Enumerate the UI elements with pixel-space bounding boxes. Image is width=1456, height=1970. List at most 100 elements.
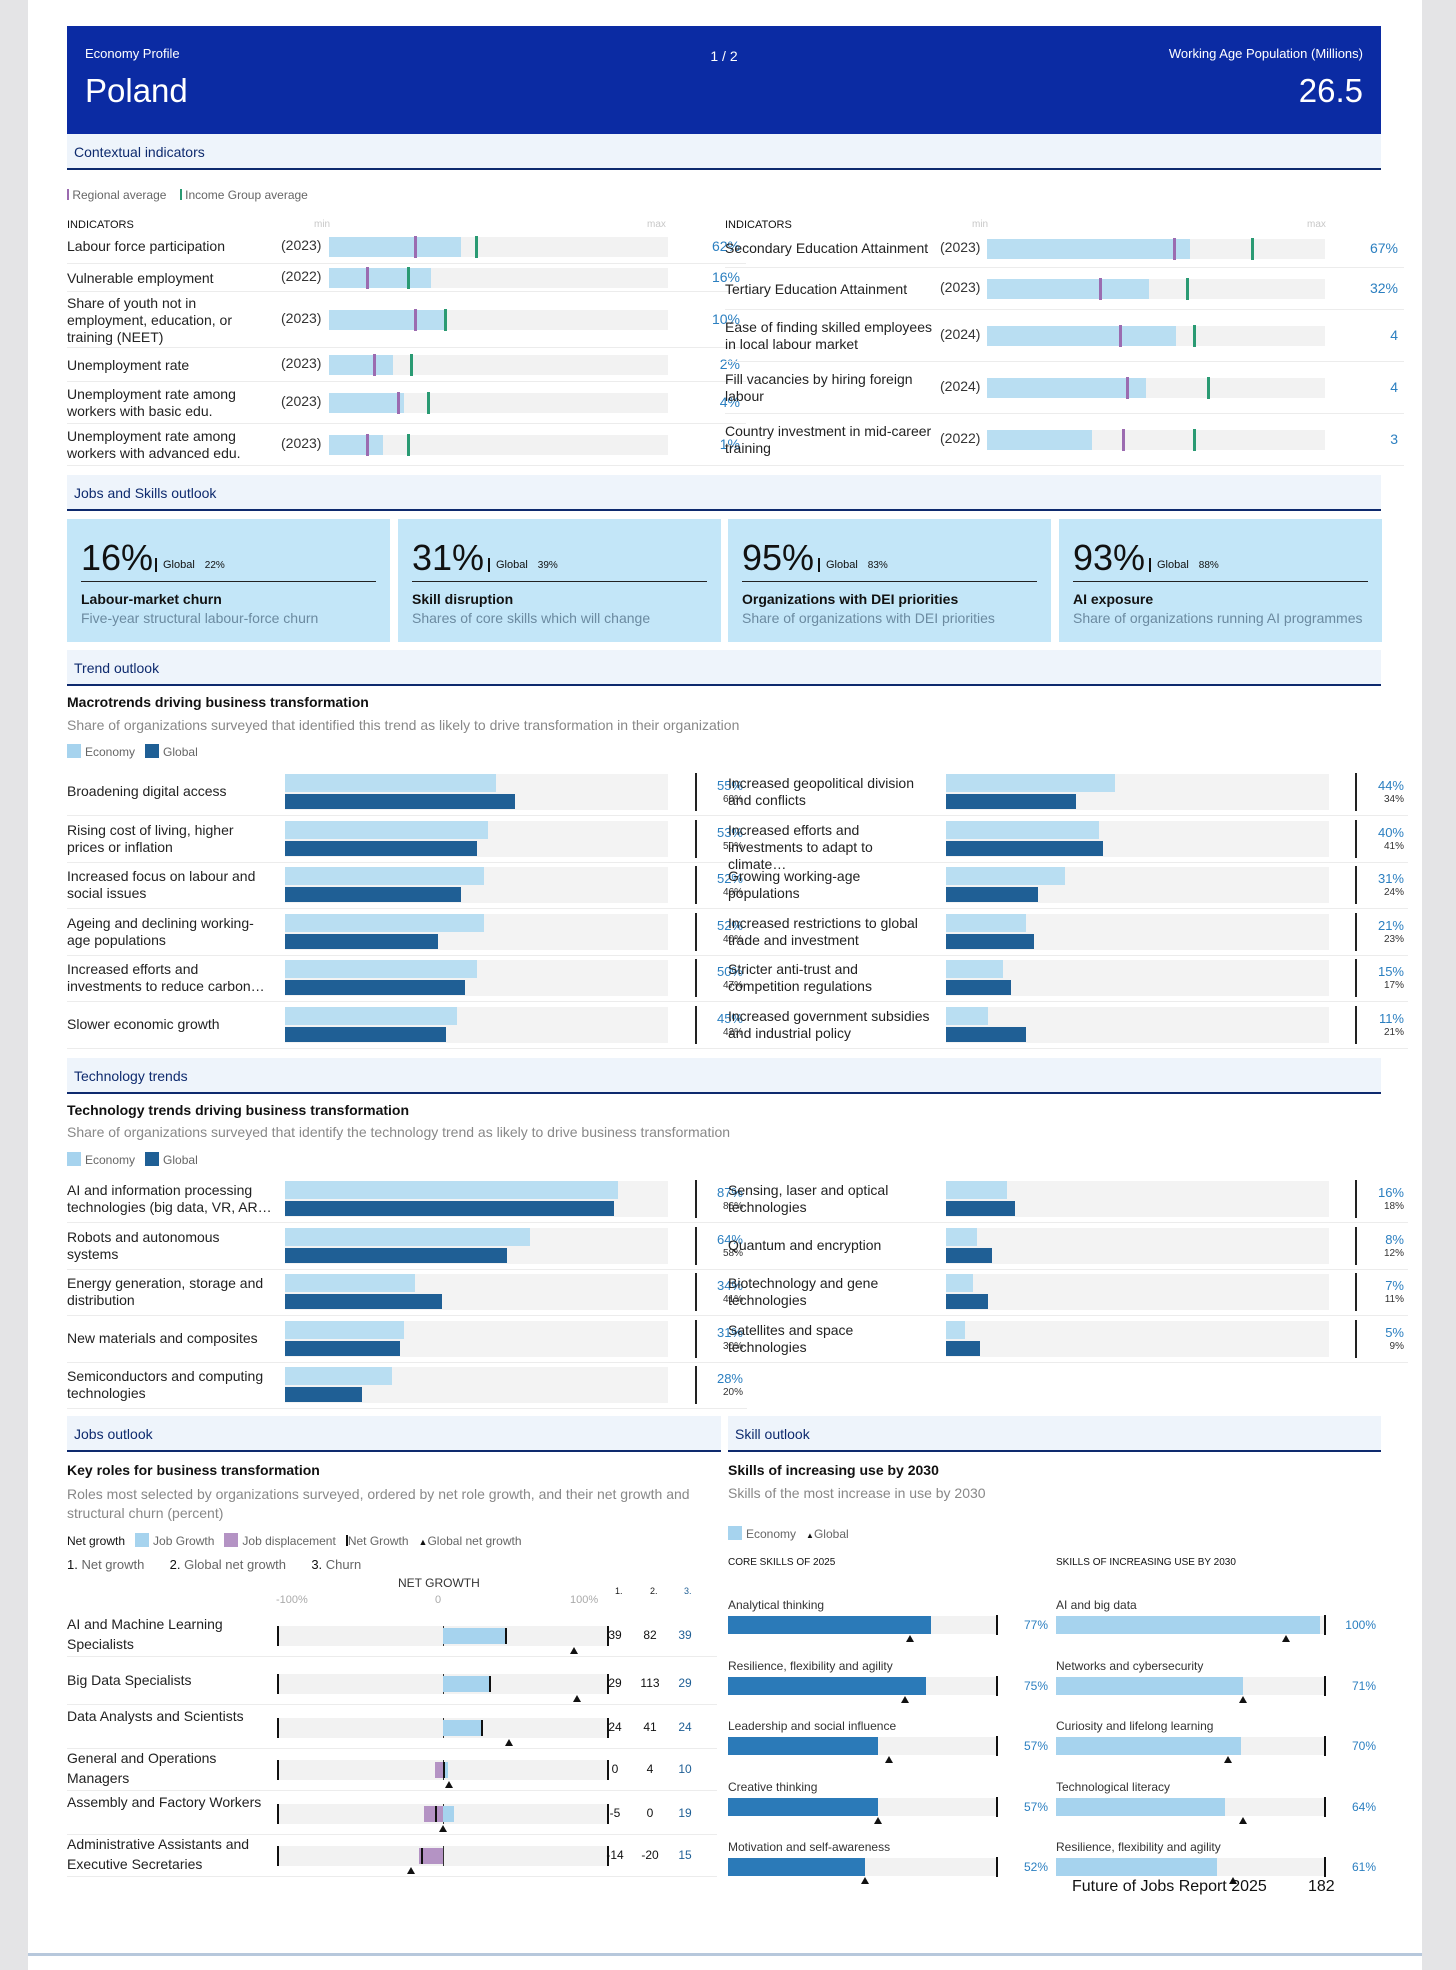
skill-name: Resilience, flexibility and agility (1056, 1840, 1221, 1854)
global-swatch (145, 1152, 160, 1166)
indicators-header-left: INDICATORS (67, 219, 134, 231)
regional-average-marker (373, 354, 377, 376)
job-displacement-bar (423, 1806, 443, 1822)
jobs-subtitle: Roles most selected by organizations sur… (67, 1486, 690, 1521)
job-role-name: Assembly and Factory Workers (67, 1794, 262, 1810)
skill-track (1056, 1737, 1324, 1755)
kpi-card: 31% Global 39% Skill disruption Shares of co… (398, 519, 721, 642)
regional-average-marker (1125, 377, 1129, 399)
job-role-row: Administrative Assistants and Executive … (67, 1834, 717, 1877)
trend-row: Increased restrictions to global trade a… (728, 910, 1408, 956)
global-bar (285, 1387, 362, 1402)
kpi-subtitle: Share of organizations running AI progra… (1073, 610, 1363, 626)
trend-bar-end (695, 866, 697, 904)
global-triangle-icon: ▲ (418, 1537, 428, 1547)
skill-value: 61% (1351, 1860, 1376, 1874)
net-growth-tick (489, 1676, 492, 1692)
indicator-year: (2022) (281, 268, 322, 284)
section-title: Jobs and Skills outlook (74, 485, 217, 501)
economy-value: 34% (716, 1278, 743, 1293)
skill-global-marker (1239, 1695, 1248, 1703)
economy-value: 15% (1377, 964, 1404, 979)
skill-value: 57% (1023, 1799, 1048, 1814)
trend-label: AI and information processing technologi… (67, 1182, 272, 1215)
trend-row: Increased efforts and investments to ada… (728, 817, 1408, 872)
indicator-row: Secondary Education Attainment (2023) 67% (725, 229, 1404, 268)
indicator-row: Unemployment rate among workers with bas… (67, 382, 746, 424)
indicator-year: (2023) (281, 355, 322, 371)
indicator-value: 4 (1390, 327, 1398, 343)
global-bar (946, 840, 1104, 856)
economy-bar (946, 1320, 966, 1339)
skill-bar-end (996, 1736, 998, 1756)
trend-label: Rising cost of living, higher prices or … (67, 821, 234, 855)
economy-bar (946, 774, 1115, 792)
indicator-name: Country investment in mid-career trainin… (725, 423, 932, 456)
skill-value: 57% (1023, 1739, 1048, 1753)
legend-global: Global (813, 1527, 849, 1541)
trend-track (285, 774, 668, 810)
key-number: 3. (311, 1557, 323, 1572)
global-bar (946, 794, 1077, 809)
key-text: Churn (325, 1557, 362, 1572)
skill-name: AI and big data (1056, 1598, 1137, 1612)
global-bar (946, 1294, 989, 1309)
skill-track (728, 1616, 996, 1634)
skill-track (728, 1676, 996, 1695)
indicator-name: Unemployment rate (67, 356, 190, 373)
trend-bar-end (1355, 1273, 1357, 1311)
churn-value: 24 (678, 1720, 692, 1734)
indicator-fill (987, 279, 1150, 299)
global-net-growth-value: -20 (641, 1848, 659, 1862)
indicator-row: Ease of finding skilled employees in loc… (725, 310, 1404, 362)
trend-label: Increased focus on labour and social iss… (67, 868, 256, 901)
economy-bar (946, 960, 1004, 978)
net-growth-tick (481, 1720, 484, 1736)
churn-value: 10 (678, 1762, 692, 1776)
techtrends-legend: Economy Global (67, 1152, 198, 1167)
skill-bar-end (996, 1615, 998, 1635)
income-group-marker (410, 354, 414, 376)
zero-line (443, 1846, 444, 1866)
net-growth-axis-title: NET GROWTH (398, 1576, 480, 1590)
churn-value: 39 (678, 1628, 692, 1642)
indicator-year: (2024) (940, 326, 981, 342)
increasing-skills-header: SKILLS OF INCREASING USE BY 2030 (1056, 1557, 1236, 1568)
legend-job-growth: Job Growth (153, 1534, 215, 1548)
trend-bar-end (695, 1226, 697, 1265)
job-role-row: Big Data Specialists 29 113 29 (67, 1662, 717, 1705)
indicator-fill (329, 310, 445, 330)
trend-bar-end (695, 1319, 697, 1358)
trend-bar-end (1355, 866, 1357, 904)
indicator-fill (987, 238, 1190, 259)
trend-row: Increased government subsidies and indus… (728, 1003, 1408, 1049)
indicator-fill (329, 435, 384, 455)
economy-value: 11% (1378, 1010, 1404, 1026)
job-growth-bar (443, 1762, 448, 1778)
track-end-tick (607, 1718, 609, 1738)
skill-value: 52% (1023, 1860, 1048, 1874)
churn-value: 15 (678, 1848, 692, 1862)
economy-bar (285, 1181, 619, 1199)
economy-value: 52% (716, 871, 743, 886)
global-bar (285, 840, 477, 856)
skill-name: Curiosity and lifelong learning (1056, 1719, 1214, 1733)
trend-bar-end (1355, 1180, 1357, 1218)
trend-row: Robots and autonomous systems 64% 58% (67, 1224, 747, 1270)
global-bar (946, 933, 1035, 949)
trend-label: Growing working-age populations (728, 868, 861, 901)
kpi-global-value: 83% (867, 560, 888, 571)
kpi-card: 16% Global 22% Labour-market churn Five-year… (67, 519, 390, 642)
section-skill: Skill outlook (728, 1416, 1381, 1452)
economy-bar (285, 1274, 416, 1292)
section-title: Contextual indicators (74, 144, 205, 160)
regional-average-marker (1118, 325, 1122, 347)
trend-label: Robots and autonomous systems (67, 1228, 220, 1262)
income-group-marker (1250, 237, 1254, 260)
jobs-legend: Net growth Job Growth Job displacement N… (67, 1533, 522, 1548)
economy-value: 55% (716, 778, 743, 793)
jobs-title: Key roles for business transformation (67, 1462, 320, 1478)
indicator-year: (2023) (940, 238, 981, 255)
trend-row: New materials and composites 31% 30% (67, 1317, 747, 1363)
skill-value: 100% (1345, 1618, 1376, 1632)
